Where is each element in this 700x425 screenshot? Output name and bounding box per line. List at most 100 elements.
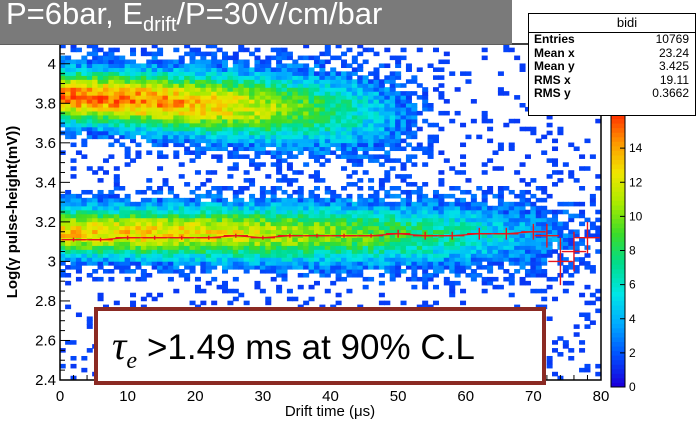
heatmap-cell [313,126,320,132]
heatmap-cell [357,209,364,215]
heatmap-cell [178,217,185,223]
heatmap-cell [146,106,153,112]
heatmap-cell [108,245,115,250]
heatmap-cell [276,253,283,258]
heatmap-cell [324,134,331,140]
heatmap-cell [102,130,109,136]
heatmap-cell [119,95,126,100]
heatmap-cell [313,91,320,96]
heatmap-cell [341,51,348,57]
heatmap-cell [319,71,326,76]
heatmap-cell [541,249,548,254]
stats-key: Mean x [534,45,575,60]
heatmap-cell [552,217,559,223]
heatmap-cell [422,213,429,219]
heatmap-cell [227,134,234,140]
heatmap-cell [286,110,293,116]
heatmap-cell [470,269,477,274]
heatmap-cell [243,213,250,219]
heatmap-cell [497,142,504,148]
heatmap-cell [281,99,288,104]
heatmap-cell [411,241,418,246]
heatmap-cell [189,142,196,148]
heatmap-cell [108,249,115,254]
heatmap-cell [497,71,504,76]
heatmap-cell [130,249,137,254]
heatmap-cell [243,126,250,132]
heatmap-cell [75,118,82,124]
heatmap-cell [438,245,445,250]
heatmap-cell [362,265,369,270]
heatmap-cell [286,205,293,211]
heatmap-cell [200,193,207,199]
heatmap-cell [400,138,407,144]
heatmap-cell [297,170,304,175]
heatmap-cell [405,217,412,223]
heatmap-cell [70,241,77,246]
heatmap-cell [151,265,158,270]
heatmap-cell [200,67,207,72]
heatmap-cell [65,221,72,227]
heatmap-cell [81,126,88,132]
heatmap-cell [308,95,315,100]
heatmap-cell [173,205,180,211]
heatmap-cell [65,99,72,104]
heatmap-cell [319,130,326,136]
heatmap-cell [357,272,364,278]
heatmap-cell [75,209,82,215]
heatmap-cell [351,205,358,211]
colorbar-segment [611,300,625,306]
heatmap-cell [584,300,591,306]
heatmap-cell [194,276,201,282]
heatmap-cell [108,126,115,132]
heatmap-cell [449,269,456,274]
heatmap-cell [270,83,277,88]
heatmap-cell [557,170,564,175]
heatmap-cell [319,150,326,155]
heatmap-cell [238,225,245,231]
heatmap-cell [319,304,326,310]
heatmap-cell [281,272,288,278]
heatmap-cell [286,122,293,128]
heatmap-cell [557,225,564,231]
heatmap-cell [378,209,385,215]
heatmap-cell [487,225,494,231]
heatmap-cell [119,114,126,120]
heatmap-cell [460,197,467,203]
heatmap-cell [514,193,521,199]
heatmap-cell [595,174,602,179]
heatmap-cell [184,83,191,88]
heatmap-cell [102,201,109,207]
heatmap-cell [481,118,488,124]
heatmap-cell [270,67,277,72]
heatmap-cell [438,249,445,254]
heatmap-cell [270,257,277,262]
heatmap-cell [481,253,488,258]
heatmap-cell [579,340,586,345]
heatmap-cell [319,126,326,132]
heatmap-cell [335,193,342,199]
heatmap-cell [59,363,66,369]
heatmap-cell [124,229,131,235]
heatmap-cell [205,43,212,49]
heatmap-cell [395,209,402,215]
heatmap-cell [308,284,315,290]
heatmap-cell [173,110,180,116]
heatmap-cell [259,221,266,227]
heatmap-cell [595,308,602,314]
heatmap-cell [405,229,412,235]
heatmap-cell [86,253,93,258]
heatmap-cell [460,71,467,76]
heatmap-cell [157,265,164,270]
heatmap-cell [405,221,412,227]
profile-point [561,231,587,272]
heatmap-cell [75,233,82,238]
heatmap-cell [454,280,461,286]
heatmap-cell [92,102,99,108]
heatmap-cell [108,241,115,246]
heatmap-cell [346,99,353,104]
heatmap-cell [113,79,120,84]
heatmap-cell [265,201,272,207]
heatmap-cell [319,269,326,274]
heatmap-cell [400,225,407,231]
